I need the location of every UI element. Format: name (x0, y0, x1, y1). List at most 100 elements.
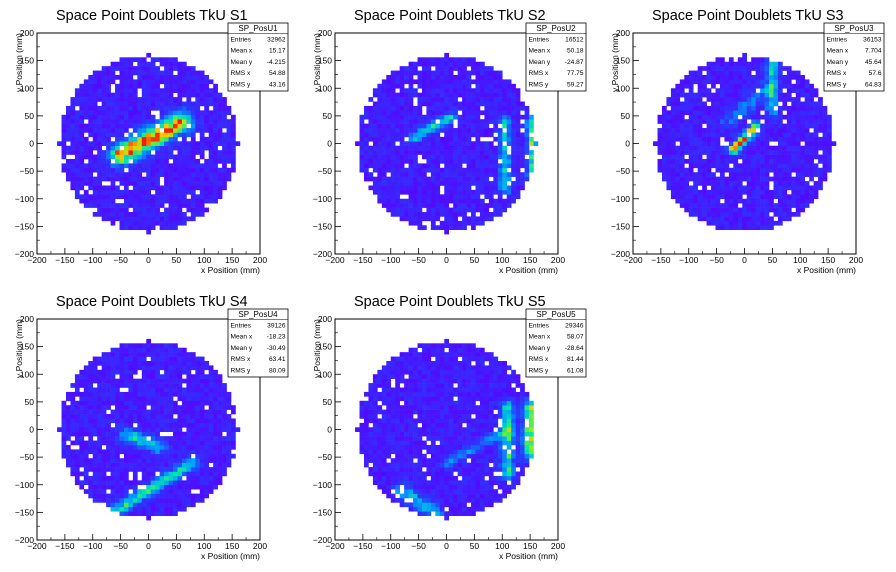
heatmap-cell (381, 172, 387, 177)
heatmap-cell (511, 167, 516, 173)
heatmap-cell (132, 141, 138, 147)
heatmap-cell (769, 79, 774, 85)
heatmap-cell (462, 114, 467, 120)
heatmap-cell (404, 198, 409, 204)
heatmap-cell (106, 369, 111, 375)
heatmap-cell (728, 136, 734, 142)
heatmap-cell (173, 101, 178, 107)
heatmap-cell (128, 212, 134, 217)
heatmap-cell (186, 66, 192, 71)
heatmap-cell (208, 141, 214, 147)
x-axis-label: x Position (mm) (201, 551, 260, 561)
heatmap-cell (786, 167, 792, 173)
heatmap-cell (457, 79, 463, 85)
heatmap-cell (421, 154, 427, 160)
heatmap-cell (168, 418, 174, 424)
heatmap-cell (132, 212, 138, 217)
heatmap-cell (742, 176, 748, 182)
heatmap-cell (381, 158, 387, 164)
heatmap-cell (377, 105, 383, 111)
heatmap-cell (213, 132, 218, 138)
heatmap-cell (159, 427, 165, 433)
stats-row-value: 16512 (565, 37, 584, 44)
heatmap-cell (497, 150, 503, 155)
heatmap-cell (186, 422, 192, 428)
heatmap-cell (190, 374, 196, 379)
heatmap-cell (110, 66, 116, 71)
heatmap-cell (195, 79, 201, 85)
heatmap-cell (177, 436, 183, 441)
heatmap-cell (728, 61, 734, 67)
heatmap-cell (79, 141, 85, 147)
heatmap-cell (123, 498, 129, 503)
heatmap-cell (697, 141, 703, 147)
heatmap-cell (679, 172, 685, 177)
heatmap-cell (88, 405, 94, 410)
heatmap-cell (413, 132, 418, 138)
heatmap-cell (137, 502, 143, 508)
heatmap-cell (186, 141, 192, 147)
heatmap-cell (413, 123, 418, 129)
heatmap-cell (83, 198, 89, 204)
heatmap-cell (777, 70, 783, 76)
heatmap-cell (822, 132, 828, 138)
heatmap-cell (181, 150, 187, 155)
heatmap-cell (164, 444, 169, 450)
heatmap-cell (208, 154, 214, 160)
heatmap-cell (186, 440, 192, 446)
heatmap-cell (168, 387, 174, 393)
heatmap-cell (506, 101, 512, 107)
heatmap-cell (462, 176, 467, 182)
heatmap-cell (128, 92, 134, 98)
heatmap-cell (132, 119, 138, 124)
heatmap-cell (502, 105, 508, 111)
heatmap-cell (70, 467, 76, 472)
heatmap-cell (377, 114, 383, 120)
heatmap-cell (74, 440, 80, 446)
heatmap-cell (195, 198, 201, 204)
heatmap-cell (404, 154, 409, 160)
heatmap-cell (173, 57, 178, 63)
heatmap-cell (448, 92, 454, 98)
heatmap-cell (164, 105, 169, 111)
heatmap-cell (208, 145, 214, 151)
heatmap-cell (777, 158, 783, 164)
heatmap-cell (150, 154, 156, 160)
heatmap-cell (106, 502, 111, 508)
heatmap-cell (88, 83, 94, 89)
heatmap-cell (119, 114, 125, 120)
heatmap-cell (204, 440, 210, 446)
heatmap-cell (764, 79, 770, 85)
heatmap-cell (173, 356, 178, 362)
heatmap-cell (115, 506, 120, 512)
heatmap-cell (208, 436, 214, 441)
heatmap-cell (421, 57, 427, 63)
heatmap-cell (137, 458, 143, 463)
heatmap-cell (404, 101, 409, 107)
heatmap-cell (173, 391, 178, 397)
heatmap-cell (395, 176, 400, 182)
heatmap-cell (146, 369, 152, 375)
heatmap-cell (800, 154, 806, 160)
heatmap-cell (466, 145, 472, 151)
heatmap-cell (457, 176, 463, 182)
heatmap-cell (92, 396, 98, 402)
heatmap-cell (132, 458, 138, 463)
heatmap-cell (155, 511, 160, 516)
heatmap-cell (377, 92, 383, 98)
heatmap-cell (79, 480, 85, 486)
heatmap-cell (204, 378, 210, 384)
heatmap-cell (395, 150, 400, 155)
heatmap-cell (106, 383, 111, 388)
heatmap-cell (168, 369, 174, 375)
heatmap-cell (421, 194, 427, 200)
heatmap-cell (101, 154, 107, 160)
heatmap-cell (132, 471, 138, 477)
heatmap-cell (137, 61, 143, 67)
heatmap-cell (372, 114, 378, 120)
heatmap-cell (168, 365, 174, 371)
heatmap-cell (190, 212, 196, 217)
heatmap-cell (769, 154, 774, 160)
heatmap-cell (746, 203, 752, 208)
heatmap-cell (208, 150, 214, 155)
